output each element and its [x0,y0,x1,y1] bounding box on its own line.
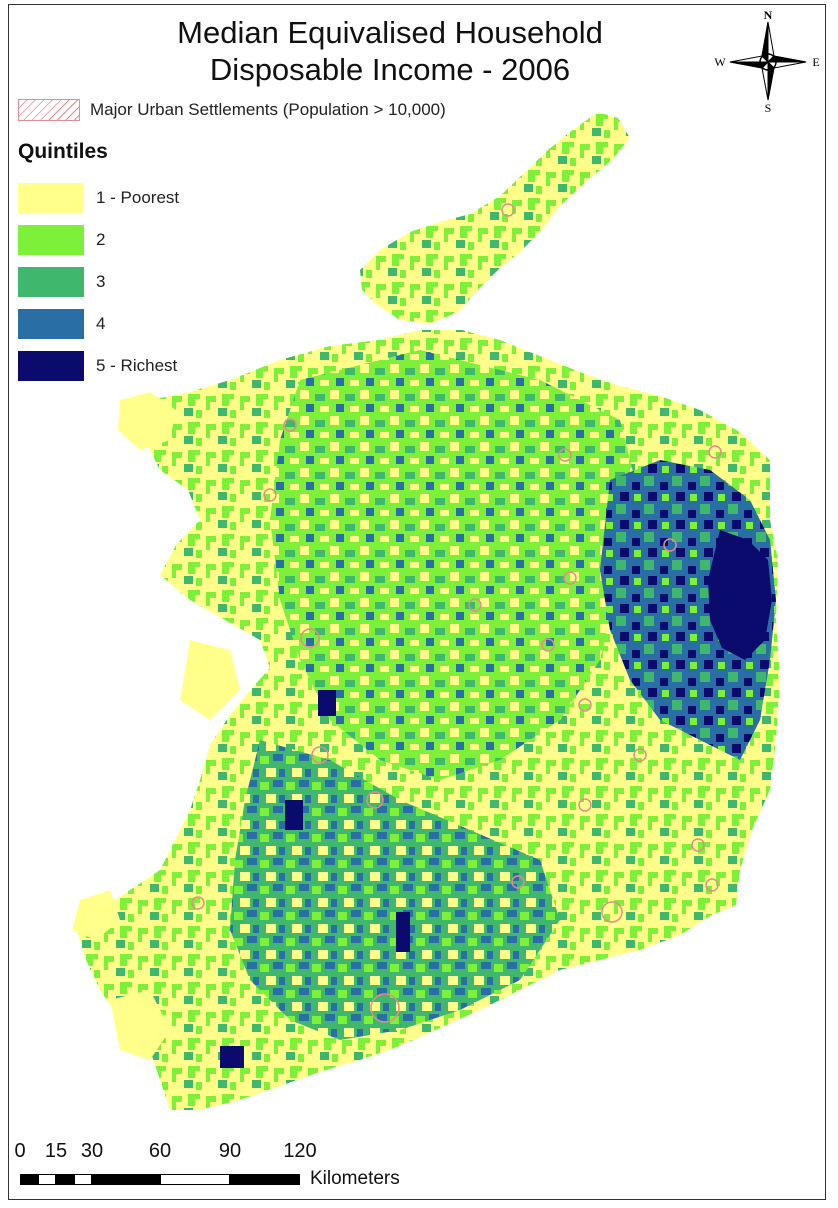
scale-tick-label: 60 [148,1140,172,1162]
compass-e-label: E [812,55,819,69]
legend-swatch [18,351,84,381]
scale-tick-label: 30 [80,1140,104,1162]
scale-segment [56,1174,74,1185]
legend-label: 5 - Richest [96,356,178,375]
scale-segment [92,1174,160,1185]
region-north [360,112,630,324]
compass-s-label: S [765,101,772,115]
legend-swatch [18,267,84,297]
scale-segment [20,1174,38,1185]
legend-swatch [18,183,84,213]
scale-bar: 0 15 30 60 90 120 Kilometers [14,1140,454,1196]
map-title: Median Equivalised Household Disposable … [130,14,650,88]
scale-tick-labels: 0 15 30 60 90 120 [14,1140,454,1168]
legend-title: Quintiles [18,140,108,163]
scale-segment [38,1174,56,1185]
region-southwest [230,740,560,1040]
map-title-line1: Median Equivalised Household [177,15,603,50]
region-midlands [270,350,640,780]
compass-n-label: N [764,8,773,22]
legend-item: 3 [18,261,179,303]
legend-label: 1 - Poorest [96,188,180,207]
legend-label: 2 [96,230,106,249]
compass-rose-icon: N S W E [714,8,819,115]
scale-tick-label: 0 [14,1140,26,1162]
legend-item: 2 [18,219,179,261]
urban-settlement-label: Major Urban Settlements (Population > 10… [90,100,446,119]
compass-w-label: W [714,55,726,69]
urban-settlement-legend: Major Urban Settlements (Population > 10… [18,98,446,122]
legend-label: 4 [96,314,106,333]
legend-item: 1 - Poorest [18,177,179,219]
map-title-line2: Disposable Income - 2006 [209,52,571,87]
scale-tick-label: 15 [44,1140,68,1162]
legend-item: 5 - Richest [18,345,179,387]
scale-units-label: Kilometers [310,1168,400,1189]
scale-tick-label: 120 [283,1140,317,1162]
legend-item: 4 [18,303,179,345]
legend-label: 3 [96,272,106,291]
hatch-swatch-icon [18,99,80,121]
region-west-islands [118,392,176,450]
scale-tick-label: 90 [218,1140,242,1162]
scale-segment [160,1174,230,1185]
legend-swatch [18,225,84,255]
legend-swatch [18,309,84,339]
quintile-legend: 1 - Poorest 2 3 4 5 - Richest [18,177,179,387]
region-dublin [708,530,772,660]
scale-segment [74,1174,92,1185]
scale-segment [230,1174,300,1185]
